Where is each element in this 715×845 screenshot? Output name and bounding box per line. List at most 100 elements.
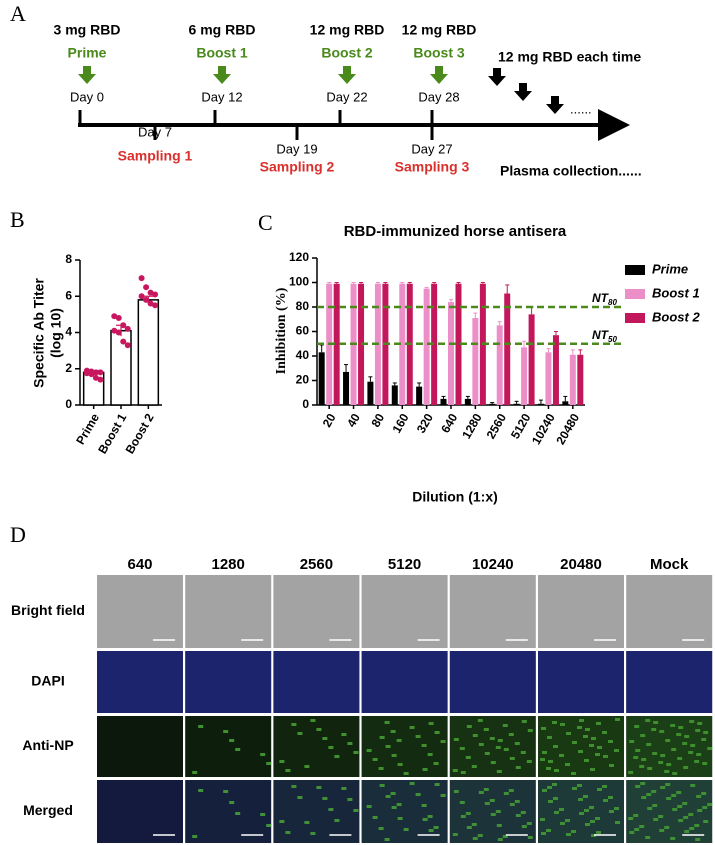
cell-signal — [514, 742, 520, 745]
row-label: Merged — [23, 802, 73, 818]
cell-signal — [514, 800, 520, 803]
cell-signal — [572, 787, 577, 790]
cell-signal — [484, 802, 490, 805]
cell-signal — [509, 757, 515, 760]
image-tile — [361, 575, 448, 648]
cell-signal — [434, 731, 440, 734]
cell-signal — [609, 810, 614, 813]
cell-signal — [347, 798, 353, 801]
cell-signal — [571, 772, 576, 775]
cell-signal — [310, 832, 316, 835]
data-point — [111, 313, 118, 320]
cell-signal — [422, 768, 428, 771]
cell-signal — [584, 759, 589, 762]
cell-signal — [459, 801, 465, 804]
dose: 6 mg RBD — [189, 22, 256, 38]
image-tile — [273, 651, 360, 713]
cell-signal — [591, 834, 596, 837]
cell-signal — [696, 753, 702, 756]
cell-signal — [490, 813, 496, 816]
cell-signal — [198, 789, 204, 792]
cell-signal — [634, 828, 640, 831]
y-axis-label: Inhibition (%) — [274, 287, 289, 374]
cell-signal — [428, 722, 434, 725]
image-tile — [538, 575, 624, 648]
cell-signal — [497, 838, 503, 841]
image-tile — [97, 716, 183, 777]
cell-signal — [629, 740, 635, 743]
cell-signal — [433, 826, 439, 829]
cell-signal — [397, 817, 403, 820]
y-tick-label: 120 — [289, 250, 309, 264]
cell-signal — [390, 792, 396, 795]
cell-signal — [421, 804, 427, 807]
cell-signal — [466, 725, 472, 728]
cell-signal — [703, 820, 709, 823]
cell-signal — [589, 806, 594, 809]
cell-signal — [597, 788, 602, 791]
cell-signal — [471, 765, 477, 768]
signal-haze — [273, 780, 360, 843]
y-tick-label: 100 — [289, 275, 309, 289]
cell-signal — [553, 745, 558, 748]
cell-signal — [366, 805, 372, 808]
cell-signal — [690, 784, 696, 787]
image-tile — [538, 651, 624, 713]
dose: 12 mg RBD — [310, 22, 385, 38]
y-axis-label: (log 10) — [48, 308, 64, 358]
cell-signal — [614, 807, 619, 810]
y-tick-label: 2 — [65, 361, 72, 375]
bar — [528, 314, 535, 405]
x-axis-label: Dilution (1:x) — [412, 489, 498, 505]
x-tick-label: 640 — [438, 411, 460, 436]
column-header: 1280 — [212, 556, 245, 573]
y-tick-label: 20 — [296, 373, 310, 387]
cell-signal — [546, 829, 551, 832]
cell-signal — [266, 824, 272, 827]
image-tile — [361, 716, 448, 777]
cell-signal — [297, 732, 303, 735]
bar — [521, 347, 528, 405]
legend-swatch — [625, 313, 645, 323]
cell-signal — [496, 824, 502, 827]
nuclei-haze — [273, 651, 360, 713]
cell-signal — [560, 822, 565, 825]
y-tick-label: 0 — [302, 397, 309, 411]
y-tick-label: 0 — [65, 397, 72, 411]
cell-signal — [192, 835, 198, 838]
cell-signal — [396, 739, 402, 742]
cell-signal — [628, 817, 634, 820]
cell-signal — [552, 783, 557, 786]
cell-signal — [577, 784, 582, 787]
cell-signal — [546, 767, 551, 770]
bar — [448, 302, 454, 405]
cell-signal — [353, 751, 359, 754]
cell-signal — [659, 730, 665, 733]
bar — [562, 401, 569, 405]
legend-swatch — [625, 265, 645, 275]
cell-signal — [520, 751, 526, 754]
cell-signal — [478, 743, 484, 746]
cell-signal — [665, 739, 671, 742]
cell-signal — [297, 796, 303, 799]
bar — [513, 403, 520, 405]
y-axis-label: Specific Ab Titer — [31, 278, 47, 388]
bar — [472, 318, 479, 405]
cell-signal — [559, 808, 564, 811]
bar — [367, 381, 374, 405]
cell-signal — [608, 740, 613, 743]
cell-signal — [291, 785, 297, 788]
cell-signal — [585, 728, 590, 731]
data-point — [138, 293, 145, 300]
image-tile — [361, 780, 448, 843]
cell-signal — [496, 770, 502, 773]
row-label: DAPI — [31, 673, 64, 689]
cell-signal — [602, 731, 607, 734]
cell-signal — [677, 805, 683, 808]
day: Day 19 — [276, 141, 317, 156]
cell-signal — [421, 744, 427, 747]
bar — [569, 354, 576, 405]
signal-haze — [538, 716, 624, 777]
cell-signal — [646, 743, 652, 746]
cell-signal — [427, 815, 433, 818]
